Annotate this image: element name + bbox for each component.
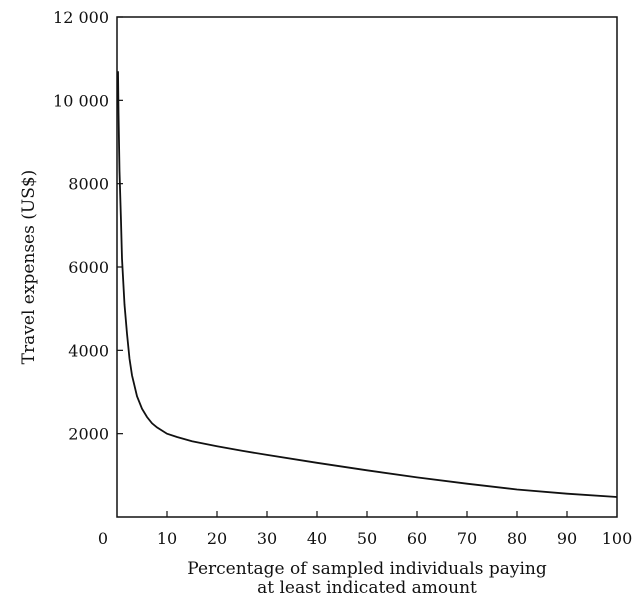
x-axis-ticks: 0 10 20 30 40 50 60 70 80 90 100 — [98, 511, 632, 548]
x-tick-label: 10 — [157, 529, 177, 548]
y-tick-label: 12 000 — [53, 8, 109, 27]
x-tick-label: 40 — [307, 529, 327, 548]
x-tick-label: 50 — [357, 529, 377, 548]
x-tick-label: 60 — [407, 529, 427, 548]
x-tick-label: 20 — [207, 529, 227, 548]
y-tick-label: 10 000 — [53, 91, 109, 110]
y-axis-label: Travel expenses (US$) — [19, 170, 39, 365]
x-tick-label: 70 — [457, 529, 477, 548]
x-tick-label: 90 — [557, 529, 577, 548]
y-tick-label: 6000 — [68, 258, 109, 277]
x-tick-label: 80 — [507, 529, 527, 548]
x-tick-label: 0 — [98, 529, 108, 548]
y-tick-label: 8000 — [68, 175, 109, 194]
x-axis-label-line2: at least indicated amount — [257, 578, 477, 598]
y-tick-label: 2000 — [68, 425, 109, 444]
y-tick-label: 4000 — [68, 341, 109, 360]
x-tick-label: 100 — [602, 529, 633, 548]
x-tick-label: 30 — [257, 529, 277, 548]
x-axis-label: Percentage of sampled individuals paying — [187, 559, 547, 579]
y-axis-ticks: 2000 4000 6000 8000 10 000 12 000 — [53, 8, 123, 444]
series-line — [117, 71, 618, 498]
